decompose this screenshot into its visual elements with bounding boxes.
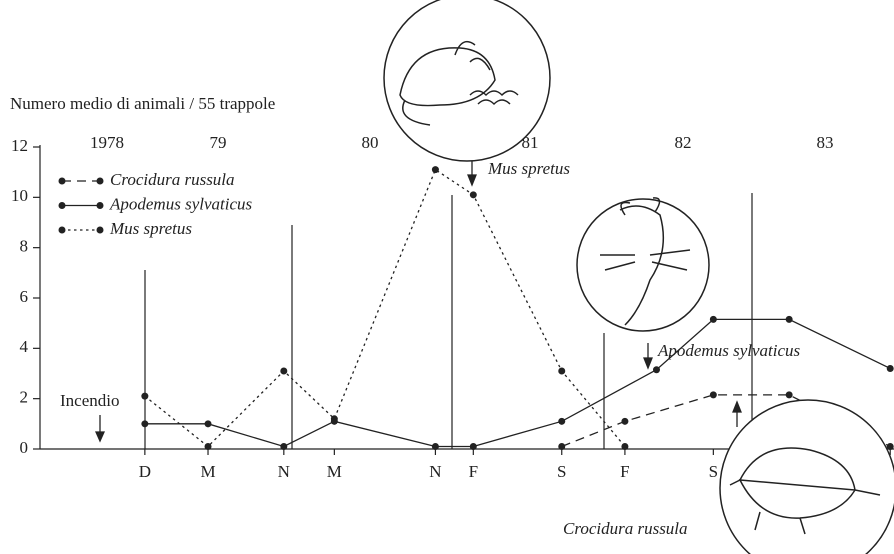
x-tick-label: N	[429, 462, 441, 481]
annotation: Incendio	[60, 391, 119, 410]
crocidura-illustration	[720, 400, 894, 554]
x-tick-label: M	[200, 462, 215, 481]
year-label: 82	[675, 133, 692, 152]
data-point	[621, 443, 628, 450]
annotation: Apodemus sylvaticus	[657, 341, 800, 360]
data-point	[331, 415, 338, 422]
y-tick-label: 12	[11, 136, 28, 155]
legend-marker	[97, 202, 104, 209]
data-point	[786, 316, 793, 323]
data-point	[558, 367, 565, 374]
y-tick-label: 4	[20, 337, 29, 356]
data-point	[141, 420, 148, 427]
data-point	[432, 443, 439, 450]
data-point	[432, 166, 439, 173]
y-tick-label: 10	[11, 186, 28, 205]
year-label: 80	[362, 133, 379, 152]
x-tick-label: S	[709, 462, 718, 481]
data-point	[141, 393, 148, 400]
legend-marker	[59, 202, 66, 209]
apodemus-illustration	[577, 199, 709, 331]
x-tick-label: M	[327, 462, 342, 481]
year-label: 1978	[90, 133, 124, 152]
legend-marker	[59, 227, 66, 234]
year-label: 83	[817, 133, 834, 152]
legend-marker	[59, 178, 66, 185]
y-tick-label: 2	[20, 388, 29, 407]
data-point	[280, 367, 287, 374]
x-tick-label: N	[278, 462, 290, 481]
year-label: 79	[210, 133, 227, 152]
data-point	[205, 443, 212, 450]
legend-marker	[97, 178, 104, 185]
x-tick-label: D	[139, 462, 151, 481]
annotation: Crocidura russula	[563, 519, 688, 538]
legend-marker	[97, 227, 104, 234]
data-point	[887, 443, 894, 450]
x-tick-label: S	[557, 462, 566, 481]
data-point	[205, 420, 212, 427]
arrow-head	[468, 175, 476, 185]
data-point	[558, 418, 565, 425]
legend-label: Crocidura russula	[110, 170, 235, 189]
data-point	[621, 418, 628, 425]
chart: Numero medio di animali / 55 trappole 0 2…	[0, 0, 894, 554]
x-tick-label: F	[620, 462, 629, 481]
data-point	[786, 391, 793, 398]
mus-illustration	[384, 0, 550, 161]
annotation: Mus spretus	[487, 159, 570, 178]
arrow-head	[644, 358, 652, 368]
data-point	[653, 366, 660, 373]
arrow-head	[733, 402, 741, 412]
illustrations	[384, 0, 894, 554]
arrow-head	[96, 432, 104, 441]
y-tick-label: 0	[20, 438, 29, 457]
data-point	[558, 443, 565, 450]
legend-label: Apodemus sylvaticus	[109, 194, 252, 213]
y-axis-label: Numero medio di animali / 55 trappole	[10, 94, 275, 113]
x-tick-label: F	[469, 462, 478, 481]
y-tick-label: 6	[20, 287, 29, 306]
y-tick-label: 8	[20, 237, 29, 256]
data-point	[887, 365, 894, 372]
legend-label: Mus spretus	[109, 219, 192, 238]
data-point	[710, 391, 717, 398]
data-point	[280, 443, 287, 450]
data-point	[470, 191, 477, 198]
data-point	[710, 316, 717, 323]
data-point	[470, 443, 477, 450]
